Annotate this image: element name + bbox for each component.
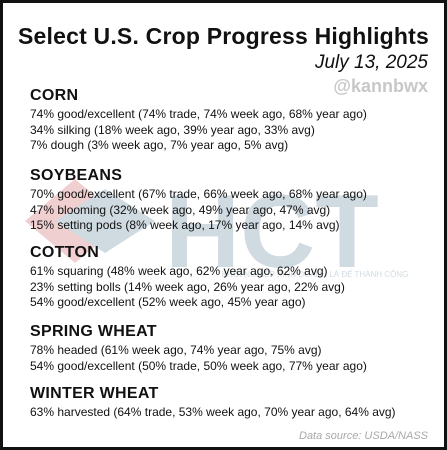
report-date: July 13, 2025 [314,52,428,73]
section-line: 54% good/excellent (50% trade, 50% week … [30,358,367,373]
section-spring-wheat: SPRING WHEAT 78% headed (61% week ago, 7… [30,323,367,374]
watermark-diamond-red [25,179,125,263]
section-heading: SPRING WHEAT [30,323,157,340]
page-title: Select U.S. Crop Progress Highlights [17,23,430,49]
section-line: 61% squaring (48% week ago, 62% year ago… [30,264,328,278]
section-line: 7% dough (3% week ago, 7% year ago, 5% a… [30,138,289,152]
section-winter-wheat: WINTER WHEAT 63% harvested (64% trade, 5… [30,385,396,421]
section-line: 63% harvested (64% trade, 53% week ago, … [30,405,396,419]
section-soybeans: SOYBEANS 70% good/excellent (67% trade, … [30,167,367,234]
section-line: 74% good/excellent (74% trade, 74% week … [30,107,367,121]
section-heading: SOYBEANS [30,167,123,184]
section-line: 54% good/excellent (52% week ago, 45% ye… [30,295,306,309]
data-source-note: Data source: USDA/NASS [299,430,428,442]
watermark-tagline: KHỞI NGHIỆP KINH DOANH LÀ ĐỂ THÀNH CÔNG [222,270,409,279]
section-heading: WINTER WHEAT [30,385,159,402]
section-cotton: COTTON 61% squaring (48% week ago, 62% y… [30,244,345,311]
watermark-letters: HCT [165,174,379,281]
section-line: 34% silking (18% week ago, 39% year ago,… [30,122,315,137]
section-line: 15% setting pods (8% week ago, 17% year … [30,218,340,232]
section-line: 47% blooming (32% week ago, 49% year ago… [30,202,331,217]
section-line: 23% setting bolls (14% week ago, 26% yea… [30,279,345,294]
section-corn: CORN 74% good/excellent (74% trade, 74% … [30,87,367,154]
section-heading: CORN [30,87,79,104]
hct-watermark-logo: HCT KHỞI NGHIỆP KINH DOANH LÀ ĐỂ THÀNH C… [25,174,409,281]
section-line: 70% good/excellent (67% trade, 66% week … [30,187,367,201]
section-heading: COTTON [30,244,100,261]
watermark-diamond-blue [55,189,155,253]
section-line: 78% headed (61% week ago, 74% year ago, … [30,343,322,357]
author-handle: @kannbwx [333,76,428,96]
